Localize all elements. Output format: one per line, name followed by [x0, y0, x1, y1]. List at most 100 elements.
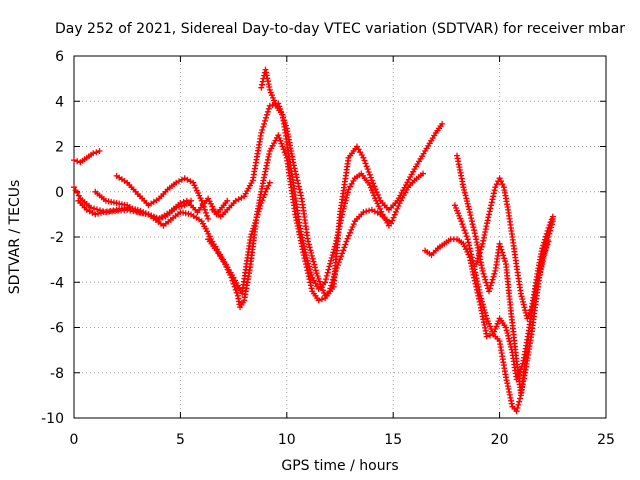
data-point: [331, 270, 338, 277]
data-point: [360, 209, 367, 216]
data-point: [469, 221, 476, 228]
data-point: [308, 271, 315, 278]
data-point: [547, 221, 554, 228]
data-point: [476, 249, 483, 256]
data-point: [93, 149, 100, 156]
data-point: [475, 252, 482, 259]
data-point: [460, 224, 467, 231]
series-line: [260, 68, 390, 290]
data-point: [461, 243, 468, 250]
data-point: [389, 217, 396, 224]
data-point: [483, 279, 490, 286]
data-point: [455, 210, 462, 217]
data-point: [528, 307, 535, 314]
data-point: [491, 270, 498, 277]
y-axis-label: SDTVAR / TECUs: [7, 180, 23, 295]
data-point: [137, 208, 144, 214]
data-point: [496, 240, 503, 247]
data-point: [479, 267, 486, 274]
data-point: [505, 332, 512, 339]
data-point: [312, 264, 318, 271]
data-point: [309, 255, 316, 262]
data-point: [487, 332, 493, 339]
data-point: [457, 215, 464, 222]
data-point: [467, 212, 474, 219]
x-axis-label: GPS time / hours: [281, 458, 398, 474]
data-point: [506, 338, 513, 345]
data-point: [223, 263, 230, 270]
data-point: [278, 140, 285, 147]
data-point: [266, 102, 273, 109]
data-point: [480, 304, 487, 311]
data-point: [327, 260, 334, 267]
data-point: [310, 258, 317, 265]
data-point: [519, 296, 526, 303]
data-point: [342, 241, 349, 248]
data-point: [262, 117, 268, 124]
chart-title: Day 252 of 2021, Sidereal Day-to-day VTE…: [55, 21, 625, 37]
data-point: [266, 151, 273, 157]
data-point: [307, 282, 314, 289]
data-point: [88, 204, 94, 211]
data-point: [264, 75, 271, 82]
data-point: [268, 92, 275, 99]
data-point: [305, 260, 312, 267]
data-point: [178, 203, 185, 210]
data-point: [466, 209, 473, 216]
data-point: [307, 279, 314, 286]
data-point: [501, 255, 508, 262]
data-point: [275, 132, 282, 139]
data-point: [320, 287, 326, 294]
data-point: [262, 165, 269, 172]
data-point: [526, 310, 533, 316]
data-point: [513, 408, 520, 415]
data-point: [98, 209, 104, 216]
data-point: [91, 205, 97, 212]
data-point: [488, 199, 495, 206]
data-point: [322, 279, 329, 286]
data-point: [295, 183, 302, 190]
data-point: [224, 266, 231, 273]
data-point: [297, 228, 304, 235]
data-point: [488, 279, 495, 286]
data-point: [258, 129, 265, 136]
data-point: [514, 405, 521, 411]
data-point: [486, 285, 493, 292]
data-point: [548, 218, 555, 225]
data-point: [459, 221, 466, 228]
data-point: [199, 200, 206, 207]
data-point: [335, 226, 342, 233]
data-point: [312, 267, 319, 274]
data-point: [517, 290, 524, 297]
data-point: [296, 186, 303, 193]
data-point: [461, 227, 468, 234]
data-point: [468, 218, 475, 225]
data-point: [477, 292, 484, 299]
data-point: [224, 197, 231, 204]
data-point: [480, 270, 487, 277]
data-point: [231, 283, 238, 290]
data-point: [475, 284, 482, 290]
data-point: [373, 189, 380, 196]
data-point: [330, 276, 336, 283]
data-point: [327, 285, 334, 292]
data-point: [338, 253, 345, 260]
data-point: [362, 160, 369, 167]
data-point: [328, 254, 335, 261]
data-point: [340, 247, 347, 254]
data-point: [305, 238, 312, 245]
data-point: [486, 208, 493, 215]
data-point: [371, 192, 377, 199]
data-point: [201, 206, 208, 213]
data-point: [265, 105, 272, 112]
x-tick-label: 25: [597, 432, 615, 448]
data-point: [467, 248, 474, 255]
data-point: [92, 211, 99, 218]
data-point: [71, 157, 77, 164]
data-point: [504, 330, 511, 336]
data-point: [486, 320, 492, 327]
data-point: [154, 215, 160, 222]
data-point: [506, 391, 513, 398]
data-point: [518, 293, 525, 300]
